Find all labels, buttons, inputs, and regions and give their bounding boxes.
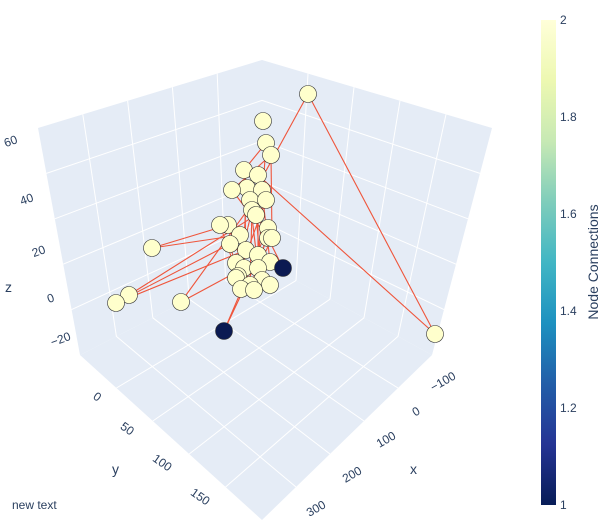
- right-wall: [262, 60, 492, 355]
- x-tick-label: 100: [374, 428, 399, 450]
- x-tick-label: 200: [340, 463, 365, 485]
- node-marker[interactable]: [254, 112, 272, 130]
- y-tick-label: 50: [118, 419, 137, 438]
- annotation-text: new text: [12, 498, 57, 512]
- colorbar-ticks: 1 1.2 1.4 1.6 1.8 2: [560, 13, 577, 512]
- node-marker[interactable]: [211, 216, 229, 234]
- node-marker[interactable]: [245, 281, 263, 299]
- colorbar-tick-label: 2: [560, 13, 567, 27]
- x-tick-label: 0: [410, 404, 423, 420]
- node-marker[interactable]: [426, 325, 444, 343]
- x-tick-label: 300: [304, 497, 329, 519]
- node-marker[interactable]: [247, 206, 265, 224]
- y-axis-title: y: [112, 461, 119, 477]
- nodes[interactable]: [107, 85, 444, 343]
- node-marker[interactable]: [299, 85, 317, 103]
- colorbar-tick-label: 1: [560, 498, 567, 512]
- colorbar-tick-label: 1.2: [560, 401, 577, 415]
- z-tick-label: 0: [45, 290, 56, 306]
- colorbar-tick-label: 1.8: [560, 110, 577, 124]
- 3d-scene[interactable]: −100 0 100 200 300 0 50 100 150 −20 0 20 40 60 x y z: [2, 60, 492, 520]
- colorbar-title: Node Connections: [585, 204, 601, 319]
- edge-line: [257, 174, 436, 335]
- x-axis-title: x: [410, 461, 417, 477]
- x-tick-label: −100: [428, 369, 459, 395]
- z-tick-label: 60: [2, 132, 20, 150]
- y-tick-label: 150: [188, 485, 213, 508]
- colorbar-tick-label: 1.4: [560, 304, 577, 318]
- left-wall: [38, 60, 262, 355]
- node-marker[interactable]: [215, 322, 233, 340]
- node-marker[interactable]: [263, 229, 281, 247]
- node-marker[interactable]: [262, 146, 280, 164]
- node-marker[interactable]: [143, 239, 161, 257]
- colorbar-tick-label: 1.6: [560, 207, 577, 221]
- node-marker[interactable]: [107, 294, 125, 312]
- y-tick-label: 100: [150, 451, 175, 474]
- node-marker[interactable]: [257, 191, 275, 209]
- z-axis-title: z: [5, 279, 12, 295]
- z-tick-label: 20: [30, 242, 48, 260]
- node-marker[interactable]: [223, 181, 241, 199]
- node-marker[interactable]: [120, 286, 138, 304]
- z-tick-label: 40: [18, 190, 36, 208]
- node-marker[interactable]: [274, 259, 292, 277]
- node-marker[interactable]: [172, 293, 190, 311]
- edge-line: [307, 93, 436, 335]
- colorbar: 1 1.2 1.4 1.6 1.8 2 Node Connections: [541, 13, 601, 512]
- y-tick-label: 0: [91, 389, 105, 404]
- z-tick-label: −20: [49, 329, 73, 349]
- floor: [80, 262, 432, 520]
- node-marker[interactable]: [221, 235, 239, 253]
- node-marker[interactable]: [261, 276, 279, 294]
- colorbar-gradient: [541, 20, 556, 505]
